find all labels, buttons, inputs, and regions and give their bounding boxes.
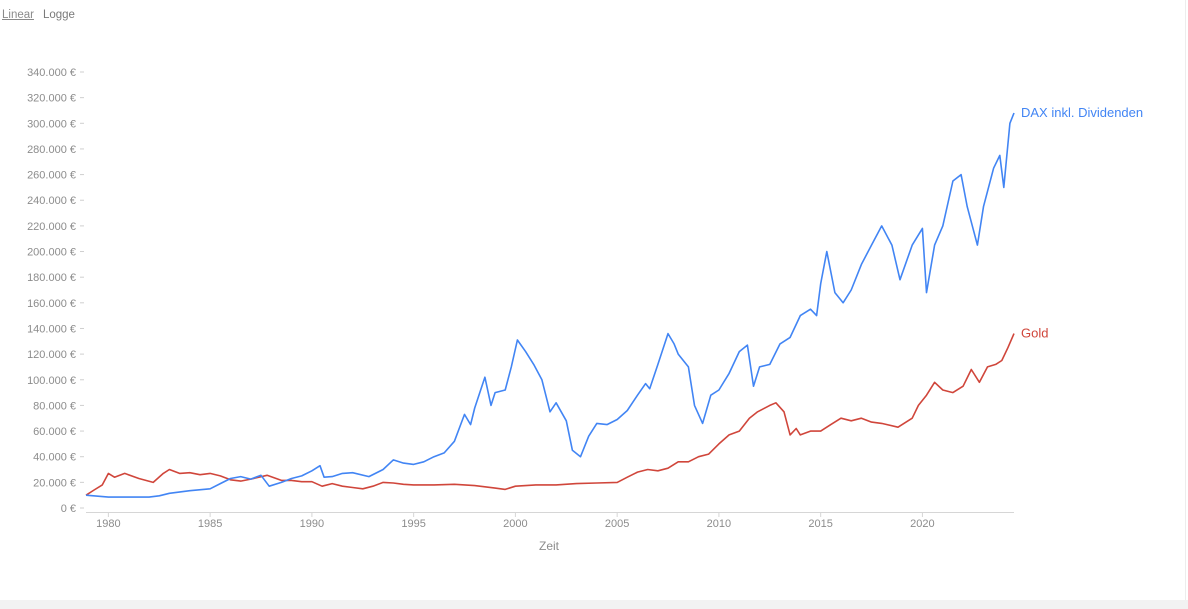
y-tick-label: 60.000 € (33, 426, 76, 438)
series-line-dax-inkl-dividenden (85, 112, 1015, 498)
series-layer: Gold DAX inkl. Dividenden (85, 105, 1143, 498)
log-scale-button[interactable]: Logge (42, 9, 75, 21)
x-tick-label: 1980 (96, 518, 120, 530)
y-tick-label: 340.000 € (27, 67, 76, 79)
x-tick-label: 1985 (198, 518, 222, 530)
series-label-gold: Gold (1021, 326, 1048, 341)
y-tick-label: 240.000 € (27, 195, 76, 207)
linear-scale-button[interactable]: Linear (2, 9, 34, 21)
y-tick-label: 200.000 € (27, 247, 76, 259)
y-axis: 0 € 20.000 € 40.000 € 60.000 € 80.000 € 100.0… (27, 67, 84, 515)
x-tick-label: 2010 (707, 518, 731, 530)
x-tick-label: 2005 (605, 518, 629, 530)
y-tick-label: 300.000 € (27, 118, 76, 130)
x-axis-title: Zeit (539, 539, 560, 553)
y-tick-label: 280.000 € (27, 144, 76, 156)
x-axis: 1980 1985 1990 1995 2000 2005 2010 2015 2020 (86, 512, 1014, 530)
y-tick-label: 20.000 € (33, 477, 76, 489)
y-tick-label: 0 € (61, 503, 76, 515)
x-tick-label: 1995 (401, 518, 425, 530)
y-tick-label: 260.000 € (27, 170, 76, 182)
x-tick-label: 1990 (300, 518, 324, 530)
y-tick-label: 140.000 € (27, 323, 76, 335)
y-tick-label: 100.000 € (27, 375, 76, 387)
x-tick-label: 2000 (503, 518, 527, 530)
y-tick-label: 160.000 € (27, 298, 76, 310)
scale-toggle: Linear Logge (2, 9, 84, 21)
y-tick-label: 120.000 € (27, 349, 76, 361)
series-label-dax-inkl-dividenden: DAX inkl. Dividenden (1021, 105, 1143, 120)
bottom-bar (0, 600, 1188, 609)
y-tick-label: 40.000 € (33, 452, 76, 464)
panel-border (1185, 0, 1186, 600)
x-tick-label: 2015 (808, 518, 832, 530)
y-tick-label: 80.000 € (33, 400, 76, 412)
y-tick-label: 220.000 € (27, 221, 76, 233)
series-line-gold (85, 333, 1015, 496)
x-tick-label: 2020 (910, 518, 934, 530)
y-tick-label: 320.000 € (27, 93, 76, 105)
y-tick-label: 180.000 € (27, 272, 76, 284)
